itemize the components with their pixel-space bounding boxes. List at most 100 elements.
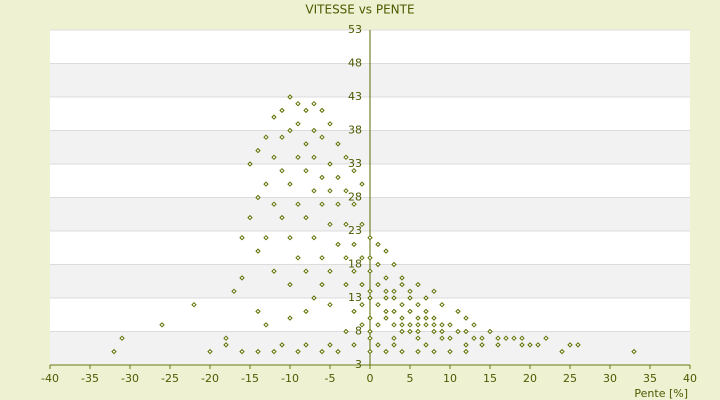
scatter-point (311, 188, 317, 194)
scatter-point (191, 301, 197, 308)
scatter-point (255, 348, 261, 355)
scatter-point (463, 315, 469, 321)
scatter-point (631, 348, 637, 355)
scatter-point (391, 308, 397, 315)
scatter-point (367, 348, 373, 355)
x-tick-label: 10 (443, 372, 457, 385)
scatter-point (391, 288, 397, 295)
scatter-point (271, 268, 277, 274)
scatter-point (207, 348, 213, 355)
scatter-point (295, 121, 301, 127)
scatter-point (319, 107, 325, 114)
scatter-point (295, 201, 301, 207)
x-tick-label: 15 (483, 372, 497, 385)
scatter-point (471, 322, 477, 328)
x-tick-label: 35 (643, 372, 657, 385)
scatter-point (343, 154, 349, 161)
scatter-point (503, 335, 509, 341)
scatter-point (463, 348, 469, 355)
x-tick-label: -20 (201, 372, 219, 385)
scatter-point (495, 335, 501, 341)
scatter-point (367, 234, 373, 241)
scatter-point (287, 94, 293, 100)
scatter-point (303, 342, 309, 348)
scatter-point (295, 100, 301, 107)
scatter-point (343, 255, 349, 261)
scatter-point (343, 328, 349, 335)
scatter-point (343, 281, 349, 288)
scatter-point (351, 268, 357, 274)
scatter-point (367, 335, 373, 341)
scatter-point (255, 194, 261, 201)
scatter-point (327, 221, 333, 228)
scatter-point (303, 141, 309, 147)
scatter-point (375, 342, 381, 348)
x-tick-label: -15 (241, 372, 259, 385)
scatter-point (287, 127, 293, 134)
scatter-point (367, 328, 373, 335)
scatter-point (263, 134, 269, 140)
scatter-point (439, 322, 445, 328)
y-tick-label: 28 (348, 191, 362, 204)
scatter-point (239, 234, 245, 241)
scatter-point (287, 234, 293, 241)
scatter-point (319, 348, 325, 355)
scatter-point (359, 322, 365, 328)
scatter-point (311, 100, 317, 107)
scatter-point (375, 322, 381, 328)
scatter-point (335, 241, 341, 248)
scatter-point (367, 295, 373, 301)
scatter-point (535, 342, 541, 348)
scatter-point (279, 214, 285, 221)
scatter-point (255, 308, 261, 315)
scatter-point (255, 248, 261, 254)
scatter-point (415, 335, 421, 341)
scatter-point (351, 201, 357, 207)
scatter-point (399, 328, 405, 335)
scatter-point (407, 328, 413, 335)
scatter-point (495, 342, 501, 348)
scatter-point (431, 288, 437, 295)
scatter-point (575, 342, 581, 348)
scatter-point (439, 335, 445, 341)
scatter-point (415, 315, 421, 321)
scatter-point (351, 342, 357, 348)
scatter-point (383, 288, 389, 295)
scatter-point (375, 261, 381, 268)
x-axis-label: Pente [%] (634, 387, 688, 400)
scatter-point (559, 348, 565, 355)
scatter-point (287, 181, 293, 187)
scatter-point (311, 234, 317, 241)
scatter-point (303, 167, 309, 174)
scatter-point (255, 147, 261, 154)
scatter-point (527, 342, 533, 348)
scatter-point (311, 127, 317, 134)
scatter-point (487, 328, 493, 335)
scatter-point (391, 335, 397, 341)
scatter-point (407, 322, 413, 328)
scatter-point (375, 241, 381, 248)
scatter-point (231, 288, 237, 295)
scatter-point (239, 348, 245, 355)
scatter-point (399, 348, 405, 355)
scatter-point (343, 188, 349, 194)
scatter-point (415, 301, 421, 308)
scatter-point (359, 221, 365, 228)
scatter-point (327, 268, 333, 274)
x-tick-label: -30 (121, 372, 139, 385)
scatter-point (327, 121, 333, 127)
scatter-point (383, 275, 389, 281)
scatter-point (399, 301, 405, 308)
scatter-point (391, 261, 397, 268)
scatter-point (415, 328, 421, 335)
scatter-point (463, 328, 469, 335)
chart-title: VITESSE vs PENTE (305, 3, 414, 17)
x-tick-label: -10 (281, 372, 299, 385)
y-tick-label: 38 (348, 124, 362, 137)
y-tick-label: 33 (348, 157, 362, 170)
scatter-point (423, 308, 429, 315)
scatter-point (335, 174, 341, 181)
scatter-point (287, 315, 293, 321)
scatter-point (343, 221, 349, 228)
x-tick-label: 0 (367, 372, 374, 385)
